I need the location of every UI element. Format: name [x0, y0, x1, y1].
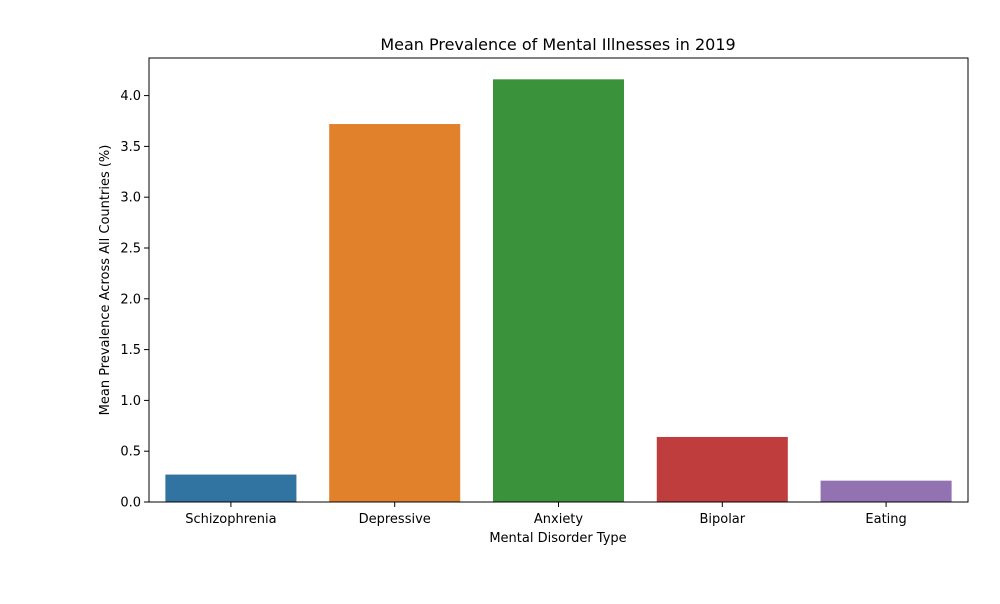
bar-bipolar	[656, 436, 788, 502]
y-tick-label: 0.0	[120, 496, 141, 511]
y-tick-label: 1.5	[120, 343, 141, 358]
bar-schizophrenia	[165, 474, 297, 502]
y-tick-label: 4.0	[120, 89, 141, 104]
y-axis-ticks: 0.0 0.5 1.0 1.5 2.0 2.5 3.0 3.5 4.0	[120, 89, 149, 511]
bar-eating	[820, 480, 952, 502]
y-tick-label: 0.5	[120, 445, 141, 460]
x-axis-ticks: Schizophrenia Depressive Anxiety Bipolar Eat…	[185, 502, 907, 527]
x-tick-label: Schizophrenia	[185, 512, 276, 527]
y-tick-label: 3.5	[120, 140, 141, 155]
plot-frame	[148, 57, 969, 503]
y-tick-label: 3.0	[120, 191, 141, 206]
x-axis-label: Mental Disorder Type	[489, 531, 626, 546]
x-tick-label: Bipolar	[699, 512, 745, 527]
bars-layer	[165, 79, 952, 502]
bar-anxiety	[492, 79, 625, 502]
bar-depressive	[329, 124, 461, 502]
x-tick-label: Depressive	[359, 512, 431, 527]
x-tick-label: Anxiety	[534, 512, 584, 527]
y-tick-label: 1.0	[120, 394, 141, 409]
y-tick-label: 2.5	[120, 241, 141, 256]
x-tick-label: Eating	[865, 512, 906, 527]
y-tick-label: 2.0	[120, 292, 141, 307]
chart-title: Mean Prevalence of Mental Illnesses in 2…	[380, 35, 735, 54]
y-axis-label: Mean Prevalence Across All Countries (%)	[98, 145, 113, 416]
